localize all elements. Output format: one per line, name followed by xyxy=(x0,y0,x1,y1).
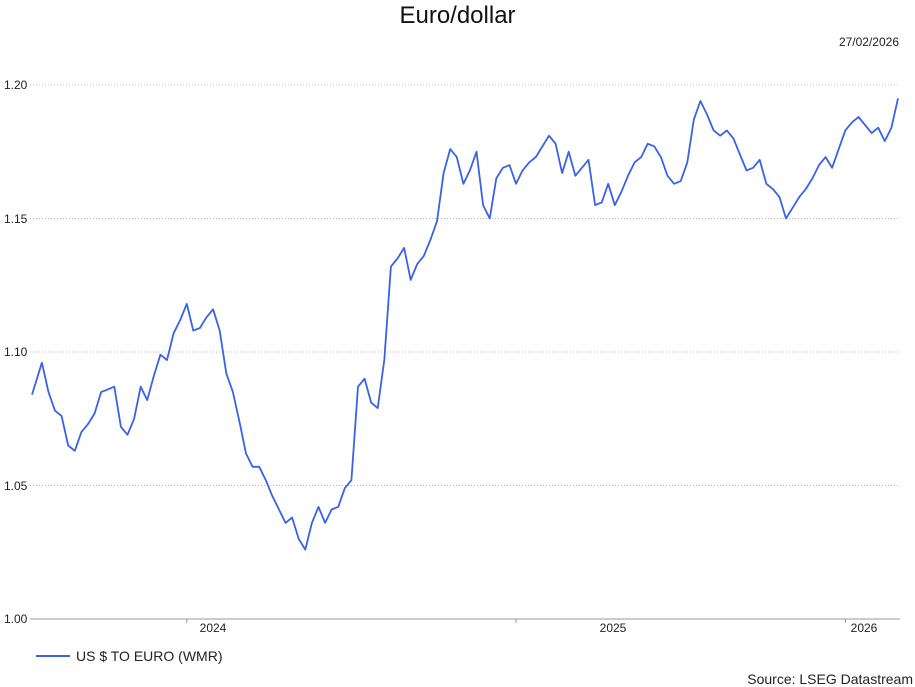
legend: US $ TO EURO (WMR) xyxy=(36,648,223,664)
legend-swatch xyxy=(36,655,70,657)
x-tick-label: 2025 xyxy=(599,621,627,635)
source-note: Source: LSEG Datastream xyxy=(747,671,913,687)
y-tick-label: 1.00 xyxy=(4,612,28,626)
y-tick-label: 1.20 xyxy=(4,78,28,92)
y-tick-label: 1.10 xyxy=(4,345,28,359)
x-tick-label: 2024 xyxy=(199,621,227,635)
chart-date: 27/02/2026 xyxy=(838,35,899,49)
y-tick-label: 1.05 xyxy=(4,479,28,493)
series-line-usd-to-euro xyxy=(31,98,899,551)
x-tick-marks xyxy=(186,619,846,623)
legend-label: US $ TO EURO (WMR) xyxy=(76,648,223,664)
x-tick-label: 2026 xyxy=(850,621,878,635)
y-tick-label: 1.15 xyxy=(4,212,28,226)
gridlines xyxy=(30,84,900,620)
chart-title: Euro/dollar xyxy=(399,2,516,29)
